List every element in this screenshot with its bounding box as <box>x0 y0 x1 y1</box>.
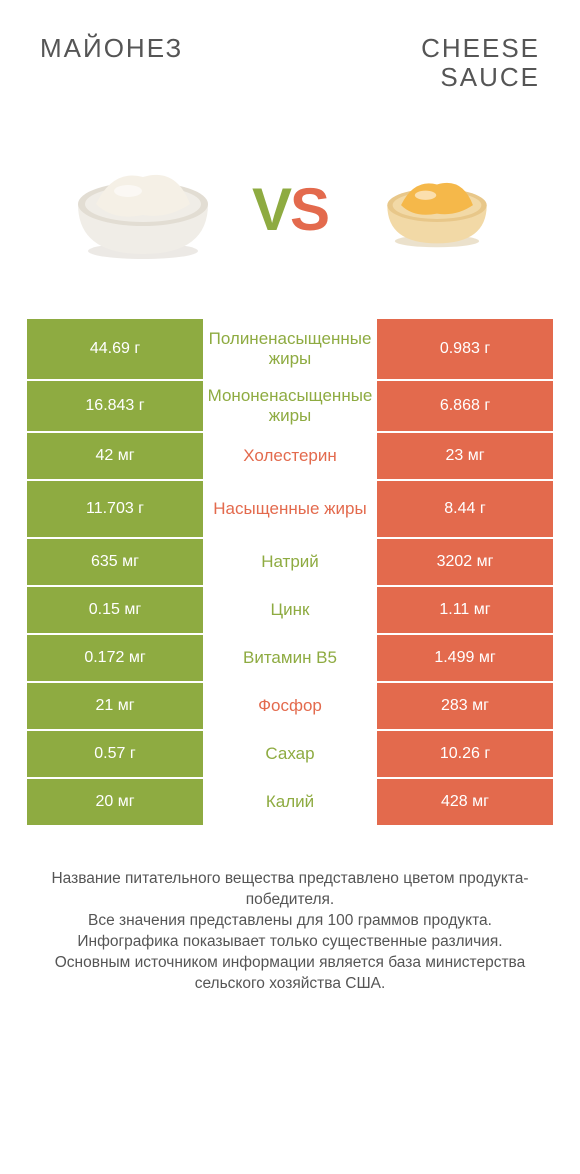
nutrient-label: Цинк <box>203 587 377 635</box>
value-right: 23 мг <box>377 433 553 481</box>
vs-letter-v: V <box>252 176 290 243</box>
nutrient-label: Холестерин <box>203 433 377 481</box>
value-right: 8.44 г <box>377 481 553 539</box>
nutrient-label: Витамин B5 <box>203 635 377 683</box>
nutrient-label: Сахар <box>203 731 377 779</box>
product-left-illustration <box>58 149 228 269</box>
value-right: 0.983 г <box>377 319 553 381</box>
nutrient-label: Натрий <box>203 539 377 587</box>
vs-label: VS <box>252 175 328 244</box>
product-right-illustration <box>352 159 522 259</box>
title-left: МАЙОНЕЗ <box>40 34 183 91</box>
vs-letter-s: S <box>290 176 328 243</box>
value-left: 0.57 г <box>27 731 203 779</box>
bowl-right-icon <box>372 159 502 259</box>
value-left: 42 мг <box>27 433 203 481</box>
hero-row: VS <box>0 139 580 279</box>
value-left: 635 мг <box>27 539 203 587</box>
value-right: 283 мг <box>377 683 553 731</box>
value-right: 3202 мг <box>377 539 553 587</box>
titles-row: МАЙОНЕЗ CHEESE SAUCE <box>0 0 580 91</box>
footer-line: Все значения представлены для 100 граммо… <box>30 911 550 932</box>
value-right: 428 мг <box>377 779 553 827</box>
value-left: 16.843 г <box>27 381 203 433</box>
value-right: 1.499 мг <box>377 635 553 683</box>
value-left: 11.703 г <box>27 481 203 539</box>
footer-line: Инфографика показывает только существенн… <box>30 932 550 953</box>
nutrient-label: Полиненасыщенные жиры <box>203 319 377 381</box>
footer-line: Название питательного вещества представл… <box>30 869 550 911</box>
footer-line: Основным источником информации является … <box>30 953 550 995</box>
bowl-left-icon <box>58 149 228 269</box>
value-left: 44.69 г <box>27 319 203 381</box>
comparison-table: 44.69 гПолиненасыщенные жиры0.983 г 16.84… <box>27 319 553 827</box>
value-right: 10.26 г <box>377 731 553 779</box>
value-right: 1.11 мг <box>377 587 553 635</box>
value-left: 20 мг <box>27 779 203 827</box>
nutrient-label: Калий <box>203 779 377 827</box>
nutrient-label: Мононенасыщенные жиры <box>203 381 377 433</box>
value-left: 0.172 мг <box>27 635 203 683</box>
title-right: CHEESE SAUCE <box>320 34 540 91</box>
value-left: 21 мг <box>27 683 203 731</box>
value-left: 0.15 мг <box>27 587 203 635</box>
nutrient-label: Фосфор <box>203 683 377 731</box>
footer-notes: Название питательного вещества представл… <box>30 869 550 995</box>
value-right: 6.868 г <box>377 381 553 433</box>
nutrient-label: Насыщенные жиры <box>203 481 377 539</box>
